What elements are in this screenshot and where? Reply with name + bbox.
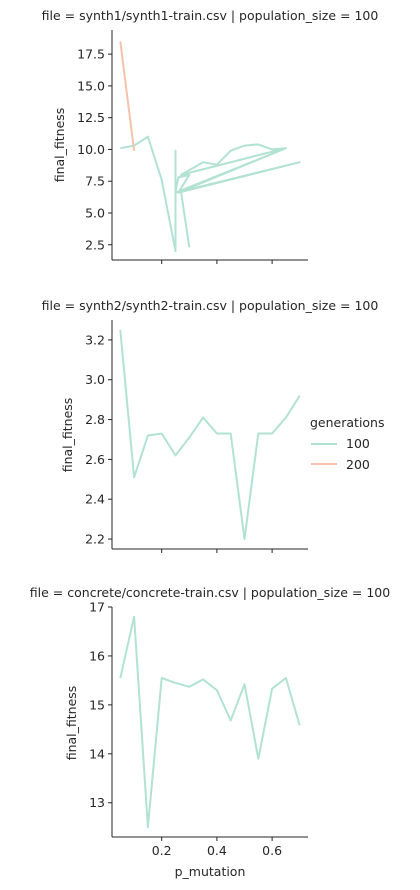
legend-label-200: 200 [346,457,370,472]
legend: generations 100 200 [310,415,385,472]
series-line-200 [119,41,136,151]
y-tick-label: 2.6 [85,452,105,467]
x-axis-label: p_mutation [175,864,246,879]
facet-title: file = synth2/synth2-train.csv | populat… [42,298,379,313]
x-ticks [161,549,273,553]
series-lines [119,329,301,540]
axes [111,607,308,838]
y-ticks: 2.2 2.4 2.6 2.8 3.0 3.2 [85,332,112,547]
y-tick-label: 14 [89,746,105,761]
y-tick-label: 2.8 [85,412,105,427]
y-tick-label: 2.4 [85,492,105,507]
y-tick-label: 3.0 [85,372,105,387]
y-tick-label: 15.0 [77,78,105,93]
y-axis-label: final_fitness [64,686,79,761]
y-tick-label: 13 [89,795,105,810]
axes [111,30,308,261]
y-tick-label: 5.0 [85,205,105,220]
facet-title: file = synth1/synth1-train.csv | populat… [42,8,379,23]
y-ticks: 2.5 5.0 7.5 10.0 12.5 15.0 17.5 [77,47,112,252]
y-tick-label: 2.5 [85,237,105,252]
y-ticks: 13 14 15 16 17 [89,600,112,810]
series-lines [119,615,301,829]
facet-concrete: file = concrete/concrete-train.csv | pop… [30,585,390,879]
y-tick-label: 7.5 [85,174,105,189]
series-lines [119,41,301,253]
legend-title: generations [310,415,385,430]
series-line-100 [120,135,301,253]
x-ticks: 0.2 0.4 0.6 [152,837,282,858]
facet-synth1: file = synth1/synth1-train.csv | populat… [42,8,379,264]
y-tick-label: 16 [89,648,105,663]
y-tick-label: 12.5 [77,110,105,125]
y-tick-label: 3.2 [85,332,105,347]
y-tick-label: 15 [89,697,105,712]
y-axis-label: final_fitness [60,398,75,473]
series-line-100 [119,615,301,829]
y-axis-label: final_fitness [52,108,67,183]
x-tick-label: 0.4 [207,843,227,858]
y-tick-label: 10.0 [77,142,105,157]
x-ticks [161,260,273,264]
y-tick-label: 17.5 [77,47,105,62]
x-tick-label: 0.2 [152,843,172,858]
axes [111,320,308,550]
legend-label-100: 100 [346,436,370,451]
y-tick-label: 2.2 [85,532,105,547]
y-tick-label: 17 [89,600,105,615]
x-tick-label: 0.6 [262,843,282,858]
facet-synth2: file = synth2/synth2-train.csv | populat… [42,298,379,553]
facet-title: file = concrete/concrete-train.csv | pop… [30,585,390,600]
series-line-100 [119,329,301,540]
